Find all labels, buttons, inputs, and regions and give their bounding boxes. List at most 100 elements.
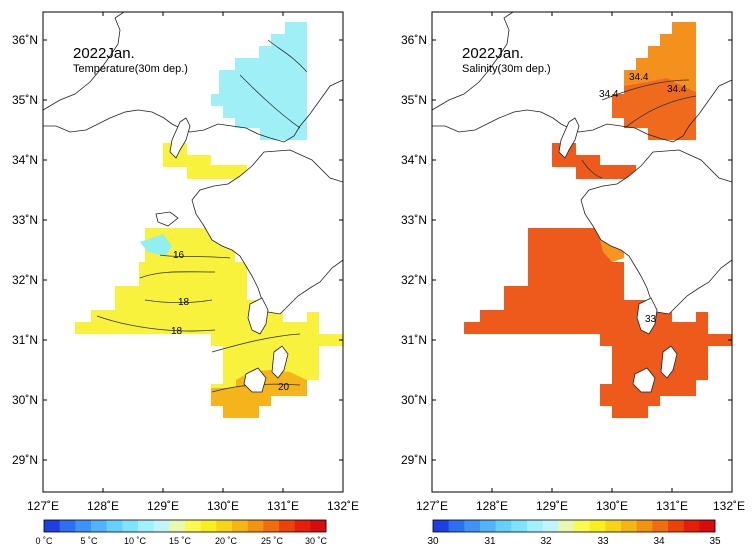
lat-label: 31˚N	[12, 333, 38, 347]
colorbar-swatch	[464, 520, 481, 532]
colorbar-frame	[43, 519, 327, 533]
colorbar-swatch	[683, 520, 700, 532]
colorbar-swatch	[279, 520, 295, 532]
axis-ticks	[432, 12, 732, 492]
colorbar-swatch	[216, 520, 233, 532]
colorbar-labels: 0 ˚C 5 ˚C 10 ˚C 15 ˚C 20 ˚C 25 ˚C 30 ˚C	[35, 536, 327, 546]
colorbar-swatch	[448, 520, 465, 532]
longitude-axis: 127˚E 128˚E 129˚E 130˚E 131˚E 132˚E	[27, 499, 359, 513]
lat-label: 33˚N	[12, 213, 38, 227]
colorbar-label: 31	[484, 536, 496, 547]
colorbar-label: 34	[653, 536, 665, 547]
colorbar-swatch	[232, 520, 248, 532]
contour-label: 20	[278, 382, 290, 393]
lat-label: 34˚N	[12, 153, 38, 167]
contour-labels: 34.4 34.4 34.4 33	[599, 72, 687, 325]
contour-label: 34.4	[667, 84, 687, 95]
contour-label: 18	[178, 297, 190, 308]
cool-patch-nagasaki	[140, 234, 172, 256]
lon-label: 132˚E	[327, 499, 359, 513]
colorbar-swatch	[59, 520, 76, 532]
lat-label: 30˚N	[12, 393, 38, 407]
lat-label: 35˚N	[12, 93, 38, 107]
lat-label: 36˚N	[12, 33, 38, 47]
colorbar-swatch	[91, 520, 107, 532]
colorbar-swatch	[247, 520, 264, 532]
colorbar-label: 5 ˚C	[80, 536, 98, 546]
map-title: 2022Jan.	[462, 45, 524, 62]
longitude-axis: 127˚E 128˚E 129˚E 130˚E 131˚E 132˚E	[416, 499, 745, 513]
lon-label: 131˚E	[267, 499, 299, 513]
colorbar-swatch	[574, 520, 590, 532]
colorbar-swatch	[558, 520, 575, 532]
map-subtitle: Salinity(30m dep.)	[462, 63, 551, 75]
lon-label: 128˚E	[87, 499, 119, 513]
lon-label: 127˚E	[416, 499, 448, 513]
colorbar-label: 32	[540, 536, 552, 547]
contour-label: 33	[645, 314, 657, 325]
contour-label: 18	[171, 326, 183, 337]
colorbar-swatch	[668, 520, 684, 532]
colorbar-label: 0 ˚C	[35, 536, 53, 546]
colorbar-label: 15 ˚C	[169, 536, 192, 546]
colorbar-swatch	[433, 520, 449, 532]
colorbar-swatch	[542, 520, 559, 532]
lon-label: 130˚E	[207, 499, 239, 513]
lon-label: 132˚E	[713, 499, 745, 513]
temperature-colorbar	[43, 519, 327, 533]
colorbar-swatch	[169, 520, 186, 532]
colorbar-swatch	[480, 520, 496, 532]
colorbar-frame	[432, 519, 716, 533]
colorbar-swatch	[185, 520, 201, 532]
colorbar-swatch	[699, 520, 716, 532]
salinity-map-panel: 2022Jan. Salinity(30m dep.) 34.4 34.4 34…	[401, 11, 745, 547]
colorbar-label: 20 ˚C	[215, 536, 238, 546]
colorbar-label: 10 ˚C	[124, 536, 147, 546]
map-subtitle: Temperature(30m dep.)	[73, 63, 188, 75]
lon-label: 130˚E	[596, 499, 628, 513]
warm-water-tsushima	[163, 143, 247, 179]
colorbar-swatch	[621, 520, 637, 532]
colorbar-swatch	[122, 520, 139, 532]
colorbar-swatch	[495, 520, 512, 532]
lon-label: 131˚E	[656, 499, 688, 513]
contour-label: 34.4	[629, 72, 649, 83]
lat-label: 33˚N	[401, 213, 427, 227]
colorbar-swatch	[511, 520, 528, 532]
warmest-water-region	[211, 370, 307, 418]
contour-label: 34.4	[599, 89, 619, 100]
salinity-tsushima	[552, 143, 636, 179]
contour-labels: 16 18 18 20	[171, 250, 290, 393]
lat-label: 29˚N	[401, 453, 427, 467]
lat-label: 32˚N	[12, 273, 38, 287]
colorbar-label: 33	[597, 536, 609, 547]
colorbar-swatch	[652, 520, 669, 532]
colorbar-swatch	[106, 520, 123, 532]
coastlines	[42, 11, 344, 393]
colorbar-swatch	[263, 520, 280, 532]
cold-water-region	[211, 22, 307, 140]
colorbar-swatch	[294, 520, 311, 532]
colorbar-swatch	[44, 520, 60, 532]
contour-label: 16	[173, 250, 185, 261]
salinity-map-area	[431, 11, 733, 493]
colorbar-swatch	[138, 520, 154, 532]
colorbar-swatch	[153, 520, 170, 532]
lat-label: 31˚N	[401, 333, 427, 347]
map-title: 2022Jan.	[73, 45, 135, 62]
latitude-axis: 36˚N 35˚N 34˚N 33˚N 32˚N 31˚N 30˚N 29˚N	[12, 33, 38, 467]
colorbar-label: 25 ˚C	[261, 536, 284, 546]
lon-label: 127˚E	[27, 499, 59, 513]
lon-label: 129˚E	[536, 499, 568, 513]
colorbar-swatch	[310, 520, 327, 532]
lon-label: 129˚E	[147, 499, 179, 513]
lat-label: 36˚N	[401, 33, 427, 47]
colorbar-swatch	[200, 520, 217, 532]
colorbar-label: 35	[709, 536, 721, 547]
lat-label: 35˚N	[401, 93, 427, 107]
lon-label: 128˚E	[476, 499, 508, 513]
latitude-axis: 36˚N 35˚N 34˚N 33˚N 32˚N 31˚N 30˚N 29˚N	[401, 33, 427, 467]
colorbar-label: 30	[427, 536, 439, 547]
lat-label: 34˚N	[401, 153, 427, 167]
colorbar-swatch	[75, 520, 92, 532]
